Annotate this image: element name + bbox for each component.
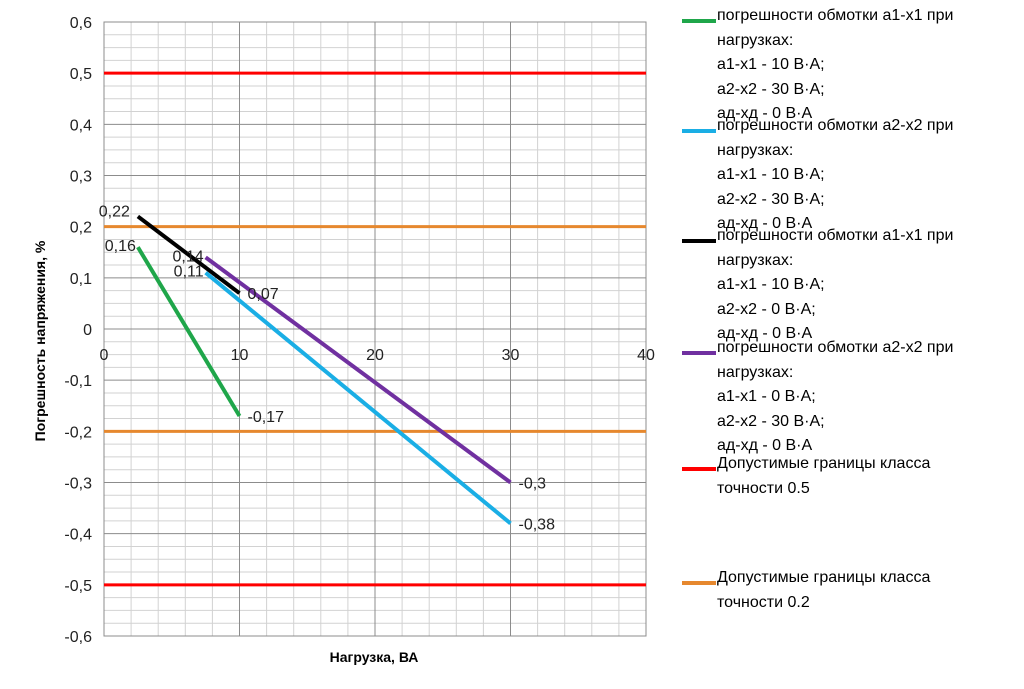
y-tick-label: -0,3	[64, 476, 92, 493]
data-label: 0,11	[174, 264, 204, 281]
y-tick-label: 0	[83, 322, 92, 339]
legend-label: погрешности обмотки а2-х2 при нагрузках:…	[717, 117, 954, 232]
plot-border	[103, 21, 647, 637]
legend-label: погрешности обмотки а1-х1 при нагрузках:…	[717, 7, 954, 122]
x-tick-label: 10	[231, 347, 249, 364]
legend-swatch	[682, 581, 716, 585]
legend-label: погрешности обмотки а2-х2 при нагрузках:…	[717, 339, 954, 454]
series-line-2	[204, 271, 512, 525]
data-label: -0,38	[519, 516, 556, 533]
y-tick-label: -0,5	[64, 578, 92, 595]
series-line-1	[136, 246, 242, 418]
data-label: -0,3	[519, 476, 547, 493]
data-label: 0,22	[99, 203, 130, 220]
plot-area: 0,6 0,5 0,4 0,3 0,2 0,1 0 -0,1 -0,2 -0,3 -0,4 -0,5 -…	[32, 15, 655, 665]
legend-label: Допустимые границы класса точности 0.2	[717, 569, 931, 611]
data-label: 0,16	[105, 238, 136, 255]
legend-swatch	[682, 467, 716, 471]
x-tick-label: 40	[637, 347, 655, 364]
legend-swatch	[682, 129, 716, 133]
y-tick-label: 0,5	[70, 66, 92, 83]
x-axis-title: Нагрузка, ВА	[330, 649, 419, 665]
data-label: 0,07	[248, 286, 279, 303]
y-tick-label: -0,1	[64, 373, 92, 390]
y-tick-label: 0,6	[70, 15, 92, 32]
legend: погрешности обмотки а1-х1 при нагрузках:…	[680, 0, 1020, 689]
legend-label: погрешности обмотки а1-х1 при нагрузках:…	[717, 227, 954, 342]
x-tick-label: 20	[366, 347, 384, 364]
y-tick-label: -0,2	[64, 424, 92, 441]
y-tick-label: -0,4	[64, 527, 92, 544]
series-line-4	[204, 255, 512, 485]
series-line-3	[136, 214, 241, 295]
y-tick-label: 0,4	[70, 117, 92, 134]
legend-swatch	[682, 351, 716, 355]
y-tick-label: 0,3	[70, 169, 92, 186]
x-tick-label: 30	[502, 347, 520, 364]
data-label: 0,14	[172, 248, 203, 265]
y-tick-label: -0,6	[64, 629, 92, 646]
legend-swatch	[682, 19, 716, 23]
y-tick-label: 0,2	[70, 220, 92, 237]
data-label: -0,17	[248, 409, 285, 426]
y-tick-label: 0,1	[70, 271, 92, 288]
legend-label: Допустимые границы класса точности 0.5	[717, 455, 931, 497]
x-tick-label: 0	[100, 347, 109, 364]
legend-swatch	[682, 239, 716, 243]
y-axis-title: Погрешность напряжения, %	[32, 240, 48, 441]
